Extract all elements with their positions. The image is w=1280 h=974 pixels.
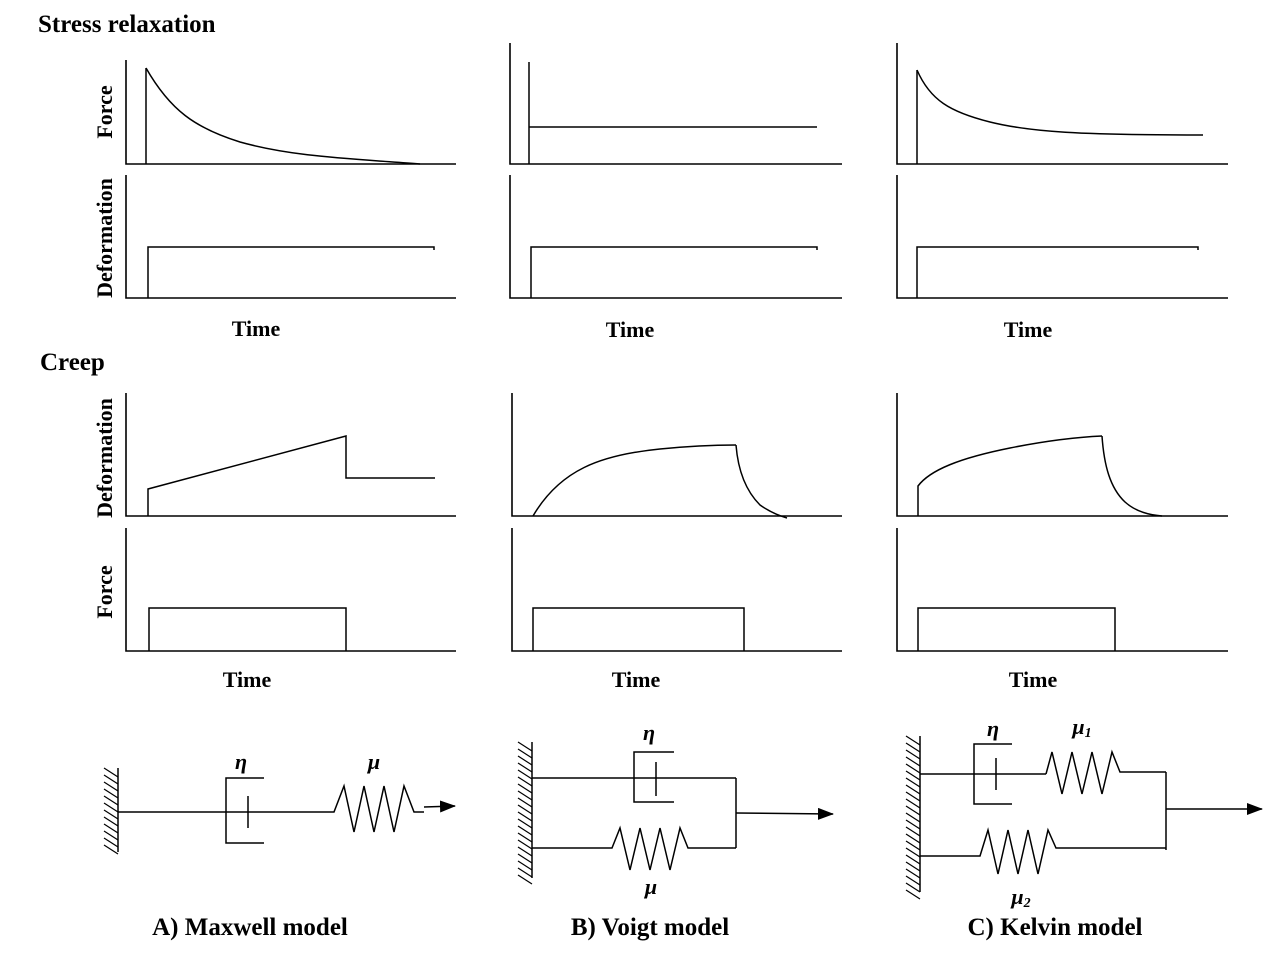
maxwell-relaxation-force-plot — [125, 60, 456, 165]
maxwell-creep-deformation-plot — [125, 393, 456, 517]
kelvin-creep-deformation-plot — [896, 393, 1228, 517]
elasticity-symbol-mu1: μ1 — [1071, 714, 1091, 741]
spring-icon — [248, 783, 456, 833]
spring-icon — [532, 825, 736, 871]
elasticity-symbol-mu2: μ2 — [1010, 884, 1030, 911]
y-axis-label-deformation: Deformation — [92, 178, 117, 298]
caption-maxwell-model: A) Maxwell model — [152, 914, 348, 941]
viscosity-symbol-eta: η — [987, 716, 999, 741]
elasticity-symbol-mu: μ — [644, 874, 657, 899]
x-axis-label-time: Time — [612, 667, 661, 692]
voigt-creep-force-plot — [511, 528, 842, 652]
dashpot-icon — [920, 743, 1046, 805]
caption-voigt-model: B) Voigt model — [571, 914, 729, 941]
spring-icon — [1045, 749, 1166, 795]
maxwell-model-diagram: η μ — [103, 749, 456, 855]
maxwell-creep-force-plot — [125, 528, 456, 652]
kelvin-relaxation-deformation-plot — [896, 175, 1228, 299]
y-axis-label-deformation: Deformation — [92, 398, 117, 518]
kelvin-model-diagram: η μ1 μ2 — [905, 714, 1263, 911]
wall-icon — [905, 735, 921, 900]
dashpot-icon — [118, 777, 264, 844]
spring-icon — [920, 827, 1166, 875]
voigt-relaxation-force-plot — [509, 43, 842, 165]
voigt-model-diagram: η μ — [517, 720, 834, 899]
wall-icon — [517, 741, 533, 885]
section-title-creep: Creep — [40, 349, 105, 376]
x-axis-label-time: Time — [606, 317, 655, 342]
viscosity-symbol-eta: η — [235, 749, 247, 774]
maxwell-relaxation-deformation-plot — [125, 175, 456, 299]
caption-kelvin-model: C) Kelvin model — [968, 914, 1143, 941]
y-axis-label-force: Force — [92, 85, 117, 139]
elasticity-symbol-mu: μ — [367, 749, 380, 774]
x-axis-label-time: Time — [1009, 667, 1058, 692]
x-axis-label-time: Time — [232, 316, 281, 341]
dashpot-icon — [532, 751, 736, 803]
viscosity-symbol-eta: η — [643, 720, 655, 745]
y-axis-label-force: Force — [92, 565, 117, 619]
section-title-stress-relaxation: Stress relaxation — [38, 11, 216, 38]
wall-icon — [103, 767, 119, 855]
voigt-relaxation-deformation-plot — [509, 175, 842, 299]
x-axis-label-time: Time — [223, 667, 272, 692]
voigt-creep-deformation-plot — [511, 393, 842, 519]
kelvin-creep-force-plot — [896, 528, 1228, 652]
kelvin-relaxation-force-plot — [896, 43, 1228, 165]
x-axis-label-time: Time — [1004, 317, 1053, 342]
